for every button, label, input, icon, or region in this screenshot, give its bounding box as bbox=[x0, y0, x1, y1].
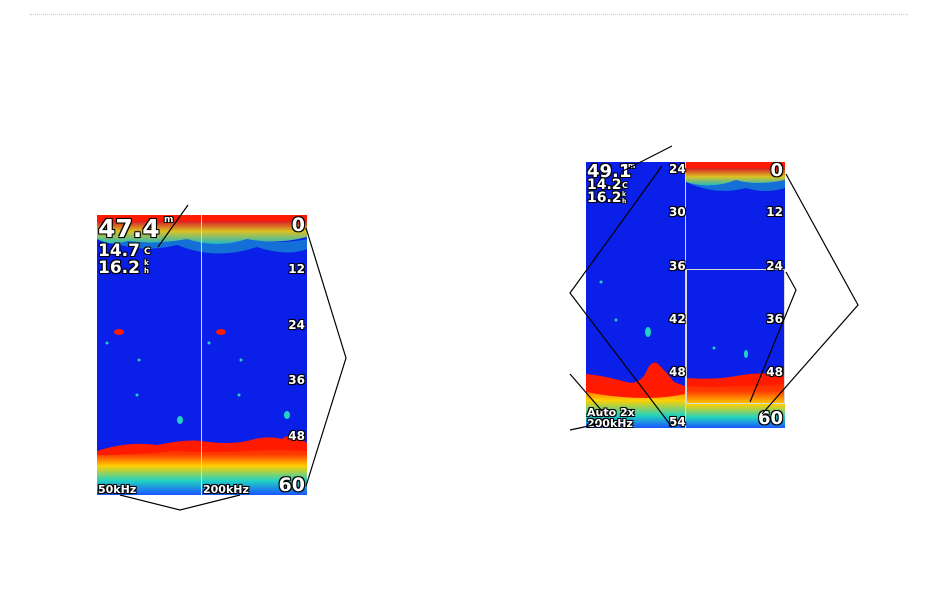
split-frequency-sonar-screen: 47.4 m 14.7 C 16.2 k h 0 12 24 36 48 60 … bbox=[97, 215, 307, 495]
scale-bottom-label: 60 bbox=[278, 474, 305, 495]
temperature-unit: C bbox=[144, 247, 151, 257]
scale-top-label: 0 bbox=[291, 215, 305, 236]
zoom-scale-tick-label: 54 bbox=[669, 415, 686, 428]
depth-readout: 49.1 bbox=[587, 162, 632, 182]
sonar-image bbox=[586, 162, 785, 428]
zoom-scale-tick-label: 42 bbox=[669, 312, 686, 326]
full-scale-bottom-label: 60 bbox=[757, 408, 783, 428]
speed-unit-top: k bbox=[144, 259, 149, 267]
speed-readout: 16.2 bbox=[98, 258, 140, 278]
zoom-scale-tick-label: 48 bbox=[669, 365, 686, 379]
speed-unit-bottom: h bbox=[144, 267, 149, 275]
depth-unit: m bbox=[164, 215, 174, 225]
temperature-unit: C bbox=[622, 181, 628, 190]
speed-unit-top: k bbox=[622, 191, 626, 198]
zoom-scale-tick-label: 24 bbox=[669, 162, 686, 176]
sonar-image bbox=[97, 215, 307, 495]
full-scale-tick-label: 48 bbox=[766, 365, 783, 379]
frequency-label: 200kHz bbox=[587, 417, 633, 428]
zoom-scale-tick-label: 36 bbox=[669, 259, 686, 273]
frequency-label-right: 200kHz bbox=[203, 483, 249, 495]
split-zoom-sonar-screen: 49.1 m 14.2 C 16.2 k h 24 30 36 42 48 54… bbox=[586, 162, 785, 428]
full-scale-tick-label: 24 bbox=[766, 259, 783, 273]
full-scale-tick-label: 36 bbox=[766, 312, 783, 326]
temperature-readout: 14.7 bbox=[98, 241, 140, 261]
speed-unit-bottom: h bbox=[622, 198, 627, 205]
temperature-readout: 14.2 bbox=[587, 177, 622, 193]
scale-tick-label: 24 bbox=[288, 318, 305, 332]
speed-readout: 16.2 bbox=[587, 190, 622, 206]
frequency-label-left: 50kHz bbox=[98, 483, 137, 495]
scale-tick-label: 12 bbox=[288, 262, 305, 276]
header-rule bbox=[30, 14, 908, 15]
full-scale-tick-label: 12 bbox=[766, 205, 783, 219]
full-scale-top-label: 0 bbox=[770, 162, 783, 181]
scale-tick-label: 48 bbox=[288, 429, 305, 443]
zoom-scale-tick-label: 30 bbox=[669, 205, 686, 219]
depth-readout: 47.4 bbox=[98, 215, 160, 243]
scale-tick-label: 36 bbox=[288, 373, 305, 387]
zoom-mode-label: Auto 2x bbox=[587, 406, 635, 419]
